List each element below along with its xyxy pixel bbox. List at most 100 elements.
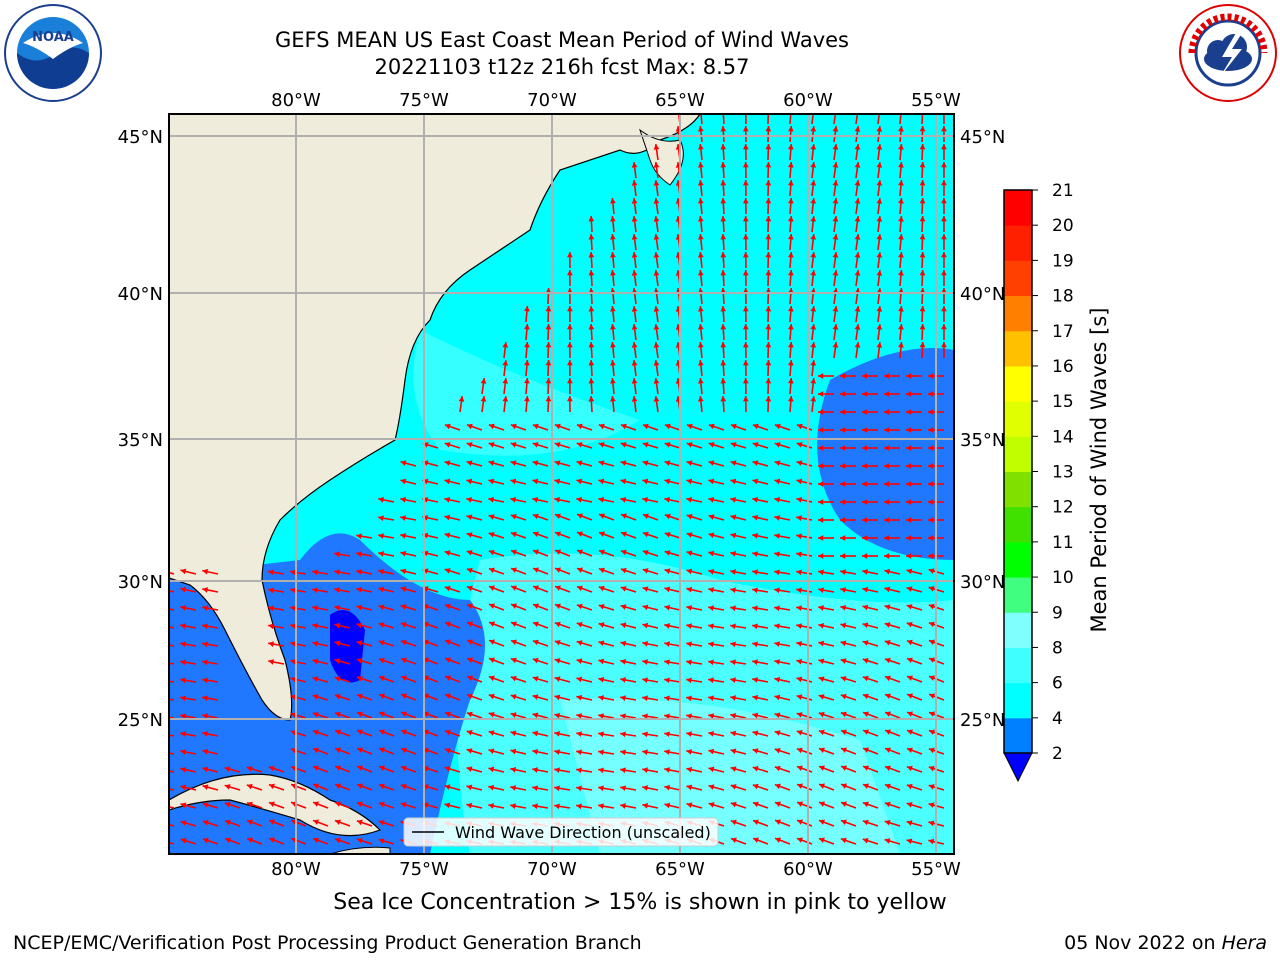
- arrow-head-icon: [863, 783, 869, 789]
- arrow-head-icon: [378, 622, 385, 628]
- arrow-head-icon: [642, 659, 648, 665]
- arrow-head-icon: [620, 622, 627, 629]
- arrow-head-icon: [884, 586, 891, 593]
- arrow-head-icon: [290, 569, 296, 576]
- arrow-head-icon: [444, 802, 451, 809]
- arrow-head-icon: [664, 695, 670, 702]
- arrow-head-icon: [742, 396, 749, 402]
- arrow-head-icon: [884, 481, 890, 487]
- arrow-head-icon: [642, 749, 648, 756]
- colorbar-segment: [1004, 541, 1032, 578]
- arrow-head-icon: [378, 551, 385, 557]
- north-america-land: [169, 114, 701, 721]
- arrow-head-icon: [686, 423, 693, 430]
- arrow-head-icon: [202, 802, 209, 808]
- arrow-head-icon: [664, 442, 671, 448]
- arrow-head-icon: [928, 535, 934, 541]
- arrow-head-icon: [312, 658, 319, 665]
- arrow-head-icon: [884, 445, 890, 451]
- arrow-head-icon: [400, 496, 407, 503]
- arrow-head-icon: [576, 803, 582, 810]
- arrow-head-icon: [224, 801, 231, 808]
- arrow-head-icon: [876, 162, 883, 168]
- arrow-head-icon: [862, 622, 869, 629]
- arrow-head-icon: [180, 586, 187, 593]
- arrow-head-icon: [620, 695, 626, 701]
- arrow-head-icon: [488, 748, 495, 755]
- arrow-head-icon: [810, 378, 817, 384]
- arrow-head-icon: [356, 819, 363, 826]
- nova-scotia-land: [639, 128, 684, 186]
- arrow-head-icon: [488, 514, 495, 520]
- wave-direction-arrow: [811, 114, 814, 125]
- wave-direction-arrow: [899, 114, 902, 125]
- arrow-head-icon: [862, 640, 869, 646]
- arrow-head-icon: [524, 324, 530, 330]
- wave-direction-arrow: [169, 608, 175, 611]
- colorbar-segment: [1004, 401, 1032, 437]
- arrow-head-icon: [730, 766, 737, 772]
- arrow-head-icon: [752, 478, 759, 485]
- arrow-head-icon: [742, 180, 749, 186]
- arrow-head-icon: [818, 658, 825, 665]
- arrow-head-icon: [752, 712, 759, 719]
- arrow-head-icon: [774, 551, 780, 558]
- arrow-head-icon: [797, 819, 804, 825]
- arrow-head-icon: [378, 496, 385, 503]
- arrow-head-icon: [862, 675, 869, 682]
- arrow-head-icon: [884, 499, 890, 505]
- wave-direction-arrow: [921, 114, 924, 125]
- arrow-head-icon: [686, 784, 693, 791]
- footer-date: 05 Nov 2022 on Hera: [1064, 932, 1267, 954]
- arrow-head-icon: [708, 659, 714, 666]
- arrow-head-icon: [576, 767, 582, 774]
- arrow-head-icon: [840, 409, 846, 415]
- wave-direction-arrow: [833, 114, 837, 125]
- arrow-head-icon: [854, 198, 861, 204]
- arrow-head-icon: [466, 460, 473, 466]
- arrow-head-icon: [268, 641, 274, 647]
- arrow-head-icon: [787, 378, 794, 384]
- lat-tick-label: 45°N: [118, 127, 163, 148]
- arrow-head-icon: [730, 514, 737, 521]
- arrow-head-icon: [862, 499, 868, 505]
- arrow-head-icon: [466, 532, 473, 538]
- arrow-head-icon: [697, 270, 704, 276]
- arrow-head-icon: [357, 747, 364, 753]
- arrow-head-icon: [774, 641, 780, 647]
- arrow-head-icon: [400, 802, 407, 808]
- arrow-head-icon: [357, 729, 363, 735]
- arrow-head-icon: [400, 783, 407, 790]
- arrow-head-icon: [466, 729, 473, 736]
- arrow-head-icon: [928, 621, 935, 628]
- arrow-head-icon: [180, 713, 186, 720]
- arrow-head-icon: [919, 252, 926, 258]
- arrow-head-icon: [290, 658, 297, 665]
- arrow-head-icon: [884, 765, 891, 771]
- arrow-head-icon: [532, 460, 539, 466]
- arrow-head-icon: [598, 640, 605, 647]
- arrow-head-icon: [720, 306, 727, 312]
- arrow-head-icon: [686, 496, 693, 503]
- arrow-head-icon: [510, 639, 517, 645]
- arrow-head-icon: [631, 216, 638, 222]
- arrow-head-icon: [356, 604, 363, 611]
- arrow-head-icon: [620, 604, 627, 610]
- arrow-head-icon: [444, 496, 451, 503]
- arrow-head-icon: [697, 252, 704, 258]
- arrow-head-icon: [444, 711, 451, 718]
- arrow-head-icon: [664, 496, 671, 503]
- arrow-head-icon: [588, 252, 595, 258]
- arrow-head-icon: [919, 198, 926, 204]
- arrow-head-icon: [576, 676, 583, 683]
- arrow-head-icon: [180, 568, 187, 575]
- arrow-head-icon: [810, 198, 817, 204]
- arrow-head-icon: [444, 603, 451, 610]
- arrow-head-icon: [489, 603, 495, 609]
- arrow-head-icon: [862, 553, 868, 559]
- arrow-head-icon: [840, 373, 846, 379]
- arrow-head-icon: [854, 270, 861, 276]
- arrow-head-icon: [554, 712, 561, 719]
- arrow-head-icon: [356, 658, 363, 664]
- arrow-head-icon: [898, 270, 904, 276]
